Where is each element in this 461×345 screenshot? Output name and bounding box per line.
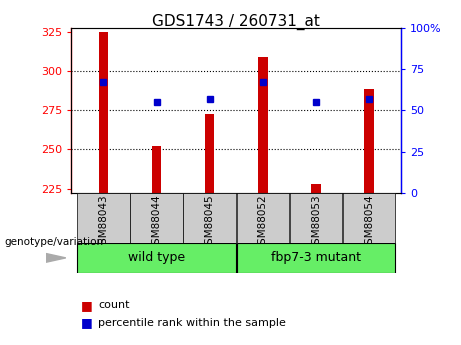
Bar: [205, 114, 214, 193]
Bar: [258, 57, 268, 193]
FancyBboxPatch shape: [77, 243, 236, 273]
Text: GSM88045: GSM88045: [205, 195, 215, 251]
Bar: [99, 32, 108, 193]
Text: genotype/variation: genotype/variation: [5, 237, 104, 247]
Bar: [152, 146, 161, 193]
Text: GSM88044: GSM88044: [152, 195, 161, 251]
Bar: [311, 184, 321, 193]
Text: ■: ■: [81, 299, 92, 312]
FancyBboxPatch shape: [290, 193, 343, 243]
Text: GDS1743 / 260731_at: GDS1743 / 260731_at: [152, 14, 320, 30]
FancyBboxPatch shape: [77, 193, 130, 243]
FancyBboxPatch shape: [236, 193, 289, 243]
Bar: [364, 89, 374, 193]
Text: GSM88053: GSM88053: [311, 195, 321, 251]
Text: GSM88052: GSM88052: [258, 195, 268, 251]
Text: wild type: wild type: [128, 252, 185, 264]
Text: GSM88054: GSM88054: [364, 195, 374, 251]
FancyBboxPatch shape: [183, 193, 236, 243]
Text: percentile rank within the sample: percentile rank within the sample: [98, 318, 286, 327]
Polygon shape: [46, 254, 66, 262]
Text: fbp7-3 mutant: fbp7-3 mutant: [271, 252, 361, 264]
FancyBboxPatch shape: [343, 193, 396, 243]
Text: count: count: [98, 300, 130, 310]
FancyBboxPatch shape: [236, 243, 396, 273]
Text: GSM88043: GSM88043: [98, 195, 108, 251]
Text: ■: ■: [81, 316, 92, 329]
FancyBboxPatch shape: [130, 193, 183, 243]
